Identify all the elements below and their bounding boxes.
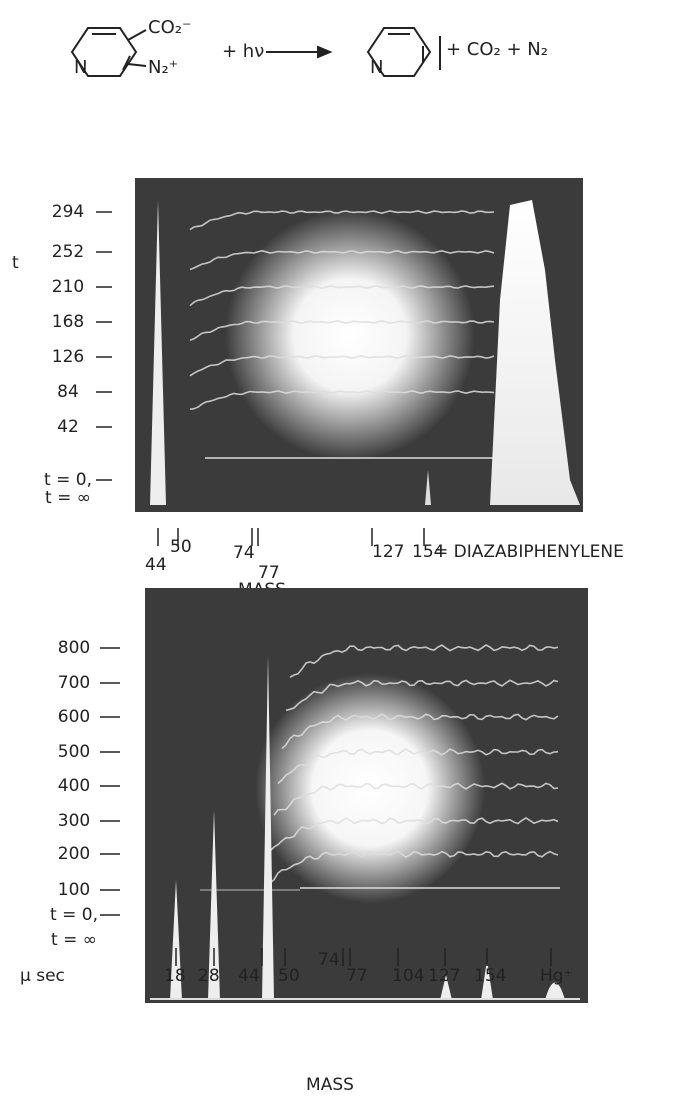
peak <box>440 975 452 1000</box>
ring-atom: N <box>370 57 383 78</box>
ring-bond <box>122 55 131 71</box>
trace <box>277 748 559 785</box>
mass-annotation: = DIAZABIPHENYLENE <box>434 542 624 562</box>
trace <box>189 355 495 377</box>
peak <box>481 960 493 1000</box>
peak <box>208 810 220 1000</box>
y-label: 210 <box>52 277 84 297</box>
substituent: CO₂⁻ <box>148 17 191 38</box>
y-label: 600 <box>58 707 90 727</box>
trace <box>189 249 495 271</box>
y-label: 400 <box>58 776 90 796</box>
y-label: t = ∞ <box>45 488 91 508</box>
mass-label: 50 <box>170 537 192 557</box>
byproducts: + CO₂ + N₂ <box>446 39 548 60</box>
substituent-bond <box>127 29 147 41</box>
mass-label: 74 <box>233 543 255 563</box>
x-axis-label: MASS <box>306 1075 354 1095</box>
mass-label: 127 <box>428 966 460 986</box>
peak <box>170 880 182 1000</box>
mass-label: 127 <box>372 542 404 562</box>
y-label: t = ∞ <box>51 930 97 950</box>
reagent: + hν <box>222 41 264 62</box>
peak <box>150 200 166 505</box>
peak <box>545 982 565 1000</box>
trace <box>289 644 559 678</box>
peak <box>425 470 431 505</box>
trace <box>189 285 495 307</box>
mass-label: Hg⁺ <box>540 966 573 986</box>
y-axis-label: t <box>12 253 19 273</box>
y-label: 294 <box>52 202 84 222</box>
mass-label: 154 <box>412 542 444 562</box>
y-label: 100 <box>58 880 90 900</box>
mass-label: 77 <box>346 966 368 986</box>
ring-atom: N <box>74 57 87 78</box>
mass-label: 18 <box>164 966 186 986</box>
reactant-ring <box>70 27 138 77</box>
trace <box>281 713 559 750</box>
trace <box>285 679 559 712</box>
mass-label: 50 <box>278 966 300 986</box>
photo-glow <box>225 210 475 460</box>
y-label: 800 <box>58 638 90 658</box>
mass-label: 104 <box>392 966 424 986</box>
mass-label: 44 <box>238 966 260 986</box>
photo-glow <box>255 673 485 903</box>
product-ring <box>366 27 432 77</box>
y-label: 42 <box>57 417 79 437</box>
substituent: N₂⁺ <box>148 57 178 78</box>
y-label: 84 <box>57 382 79 402</box>
trace <box>273 782 559 816</box>
mass-label: 74 <box>318 950 340 970</box>
y-label: 252 <box>52 242 84 262</box>
mass-label: 154 <box>474 966 506 986</box>
mass-label: 28 <box>198 966 220 986</box>
trace <box>269 817 559 852</box>
y-label: t = 0, <box>44 470 92 490</box>
reaction-scheme <box>70 27 441 77</box>
y-label: 300 <box>58 811 90 831</box>
substituent-bond <box>127 63 147 67</box>
trace <box>189 210 495 231</box>
y-label: 168 <box>52 312 84 332</box>
mass-label: 44 <box>145 555 167 575</box>
y-label: 126 <box>52 347 84 367</box>
peak <box>262 655 274 1000</box>
bright-blob <box>490 200 580 505</box>
y-label: 700 <box>58 673 90 693</box>
y-label: 200 <box>58 844 90 864</box>
trace <box>265 850 559 884</box>
mass-label: 77 <box>258 563 280 583</box>
y-axis-label: μ sec <box>20 966 65 986</box>
y-label: t = 0, <box>50 905 98 925</box>
y-label: 500 <box>58 742 90 762</box>
trace <box>189 390 495 410</box>
trace <box>189 319 495 341</box>
arrowhead <box>317 45 333 59</box>
